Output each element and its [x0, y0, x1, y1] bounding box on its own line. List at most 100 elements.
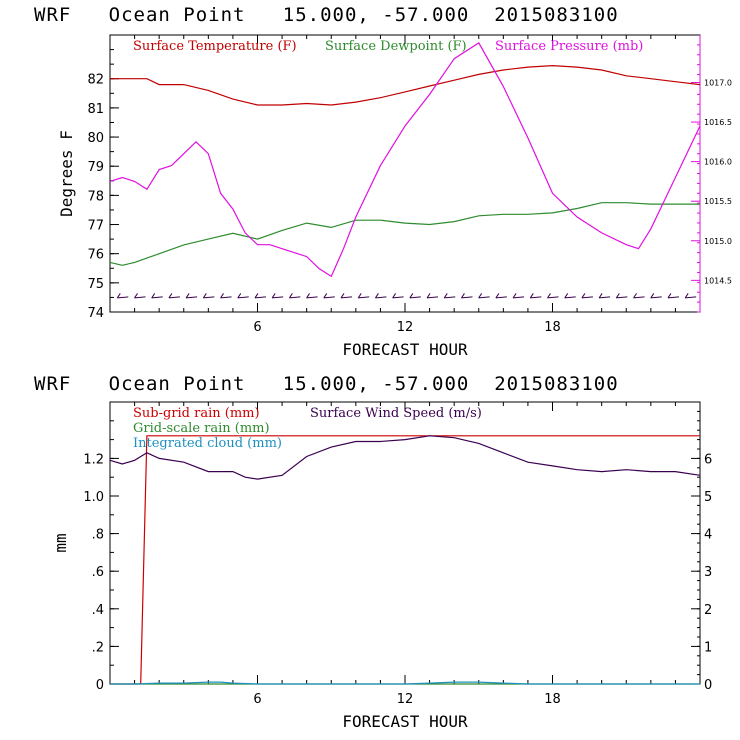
x-tick-label: 12: [397, 692, 414, 707]
x-axis-label: FORECAST HOUR: [342, 712, 468, 731]
wind-barb-flag: [461, 293, 465, 299]
x-axis-label: FORECAST HOUR: [342, 340, 468, 359]
wind-barb-shaft: [168, 296, 180, 299]
wind-barb-shaft: [254, 296, 267, 299]
wind-barb-flag: [667, 293, 672, 299]
wind-barb-flag: [323, 293, 328, 299]
wind-barb-flag: [237, 293, 242, 299]
y-tick-label: 78: [87, 189, 104, 204]
series-surface-temperature-f-line: [110, 64, 701, 106]
y2-tick-label: 6: [704, 452, 712, 467]
wind-barb-flag: [478, 293, 483, 299]
series-surface-pressure-mb-line: [109, 42, 701, 278]
y2-tick-label: 1015.0: [704, 237, 732, 246]
wind-barb-flag: [581, 293, 586, 299]
wind-barb-flag: [375, 293, 379, 299]
wind-barb-shaft: [358, 296, 370, 299]
legend-sub-grid-rain-mm: Sub-grid rain (mm): [133, 406, 260, 421]
y-axis-label: Degrees F: [57, 130, 76, 217]
y2-tick-label: 1016.5: [704, 118, 732, 127]
x-tick-label: 12: [397, 320, 414, 335]
wind-barb-shaft: [117, 296, 129, 299]
wind-barb-shaft: [633, 296, 645, 299]
wind-barb-flag: [615, 293, 620, 299]
wind-barb-shaft: [237, 296, 249, 299]
y2-tick-label: 1014.5: [704, 276, 732, 285]
wind-barb-shaft: [667, 296, 680, 299]
wind-barb-shaft: [134, 296, 146, 299]
wind-barb-flag: [168, 293, 173, 299]
y-axis-label: mm: [51, 533, 70, 552]
wind-barb-flag: [495, 293, 500, 299]
wind-barb-shaft: [392, 296, 404, 299]
series-sub-grid-rain-mm-line: [110, 435, 700, 685]
wind-barb-shaft: [564, 296, 576, 299]
series-surface-dewpoint-f-line: [109, 202, 700, 266]
wind-barb-shaft: [513, 296, 525, 299]
wind-barb-shaft: [323, 296, 335, 299]
x-tick-label: 6: [253, 692, 261, 707]
wind-barb-shaft: [272, 296, 284, 299]
y-tick-label: 75: [87, 277, 104, 292]
top-chart-title: WRF Ocean Point 15.000, -57.000 20150831…: [34, 4, 619, 26]
y-tick-label: 77: [87, 219, 104, 234]
wind-barb-flag: [650, 293, 655, 299]
wind-barb-flag: [202, 293, 207, 299]
wind-barb-shaft: [289, 296, 301, 299]
legend-surface-temperature-f: Surface Temperature (F): [133, 39, 297, 54]
wind-barb-flag: [426, 293, 431, 299]
wind-barb-shaft: [220, 296, 232, 299]
wind-barb-flag: [254, 293, 259, 299]
y2-tick-label: 5: [704, 490, 712, 505]
wind-barb-shaft: [495, 296, 507, 299]
wind-barb-shaft: [203, 296, 215, 299]
wind-barb-flag: [392, 293, 397, 299]
wind-barb-shaft: [186, 296, 198, 299]
wind-barb-shaft: [340, 296, 353, 299]
y-tick-label: .4: [92, 603, 104, 618]
x-tick-label: 18: [544, 320, 561, 335]
legend-surface-dewpoint-f: Surface Dewpoint (F): [325, 39, 467, 54]
wind-barb-flag: [271, 293, 276, 299]
y-tick-label: 82: [87, 73, 104, 88]
y-tick-label: 1.0: [83, 490, 104, 505]
wind-barb-flag: [633, 293, 637, 299]
wind-barb-flag: [443, 293, 448, 299]
wind-barb-flag: [529, 293, 534, 299]
y-tick-label: 74: [87, 306, 104, 321]
y-tick-label: .2: [92, 640, 104, 655]
y-tick-label: 0: [96, 678, 104, 693]
wind-barb-flag: [684, 293, 689, 299]
wind-barb-flag: [151, 293, 156, 299]
y-tick-label: .8: [92, 528, 104, 543]
y-tick-label: .6: [92, 565, 104, 580]
y2-tick-label: 1015.5: [704, 197, 732, 206]
wind-barb-shaft: [685, 296, 697, 299]
wind-barb-flag: [220, 293, 224, 299]
wind-barb-flag: [564, 293, 569, 299]
wind-barb-shaft: [306, 296, 318, 299]
wind-barb-shaft: [581, 296, 593, 299]
wind-barb-flag: [340, 293, 345, 299]
wind-barb-flag: [288, 293, 293, 299]
y-tick-label: 76: [87, 248, 104, 263]
y-tick-label: 81: [87, 102, 104, 117]
x-tick-label: 6: [253, 320, 261, 335]
wind-barb-flag: [134, 293, 138, 299]
wind-barb-flag: [306, 293, 310, 299]
legend-surface-wind-speed-m-s: Surface Wind Speed (m/s): [310, 406, 482, 421]
wind-barb-flag: [185, 293, 190, 299]
legend-grid-scale-rain-mm: Grid-scale rain (mm): [133, 421, 270, 436]
wind-barb-shaft: [151, 296, 163, 299]
series-surface-wind-speed-m-s-line: [109, 435, 701, 480]
legend-integrated-cloud-mm: Integrated cloud (mm): [133, 436, 282, 451]
wind-barb-shaft: [616, 296, 628, 299]
wind-barb-flag: [512, 293, 517, 299]
y2-tick-label: 4: [704, 528, 712, 543]
y2-tick-label: 1: [704, 640, 712, 655]
wind-barb-flag: [547, 293, 551, 299]
legend-surface-pressure-mb: Surface Pressure (mb): [495, 39, 643, 54]
wind-barb-flag: [357, 293, 362, 299]
wind-barb-shaft: [650, 296, 662, 299]
